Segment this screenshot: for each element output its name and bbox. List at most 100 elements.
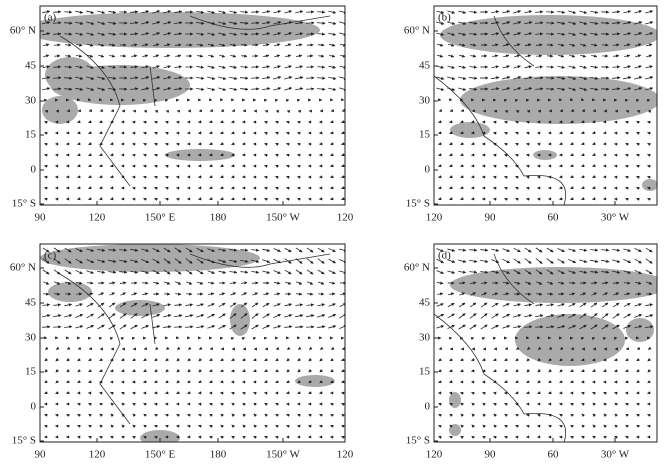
wind-vector bbox=[647, 380, 651, 384]
wind-vector bbox=[55, 413, 59, 417]
wind-vector bbox=[273, 87, 282, 91]
wind-vector bbox=[185, 303, 194, 307]
wind-vector bbox=[493, 120, 497, 124]
wind-vector bbox=[176, 120, 180, 124]
wind-vector bbox=[218, 76, 227, 80]
wind-vector bbox=[152, 258, 160, 264]
wind-vector bbox=[471, 391, 475, 395]
wind-vector bbox=[163, 32, 172, 36]
wind-vector bbox=[568, 259, 577, 264]
wind-vector bbox=[308, 380, 312, 384]
wind-vector bbox=[132, 413, 136, 417]
wind-vector bbox=[130, 259, 139, 263]
wind-vector bbox=[218, 302, 226, 308]
wind-vector bbox=[339, 270, 345, 274]
wind-vector bbox=[97, 32, 106, 36]
wind-vector bbox=[152, 303, 160, 307]
wind-vector bbox=[220, 175, 224, 179]
wind-vector bbox=[557, 65, 566, 69]
wind-vector bbox=[75, 87, 84, 91]
wind-vector bbox=[612, 248, 621, 252]
wind-vector bbox=[436, 32, 445, 36]
wind-vector bbox=[275, 131, 279, 135]
wind-vector bbox=[546, 87, 555, 91]
wind-vector bbox=[198, 197, 202, 201]
wind-vector bbox=[165, 120, 169, 124]
wind-vector bbox=[275, 186, 279, 190]
wind-vector bbox=[493, 413, 497, 417]
significance-shade bbox=[626, 318, 654, 342]
wind-vector bbox=[319, 358, 323, 362]
wind-vector bbox=[579, 324, 587, 330]
wind-vector bbox=[108, 302, 116, 308]
wind-vector bbox=[143, 131, 147, 135]
wind-vector bbox=[99, 164, 103, 168]
wind-vector bbox=[436, 43, 444, 47]
wind-vector bbox=[52, 21, 62, 25]
wind-vector bbox=[601, 302, 609, 308]
wind-vector bbox=[341, 108, 345, 112]
wind-vector bbox=[262, 259, 271, 263]
wind-vector bbox=[612, 324, 620, 330]
wind-vector bbox=[97, 302, 105, 308]
wind-vector bbox=[438, 197, 442, 201]
wind-vector bbox=[537, 391, 541, 395]
wind-vector bbox=[110, 175, 114, 179]
wind-vector bbox=[471, 413, 475, 417]
wind-vector bbox=[53, 87, 62, 91]
wind-vector bbox=[152, 76, 161, 80]
wind-vector bbox=[88, 108, 93, 112]
wind-vector bbox=[130, 43, 138, 47]
wind-vector bbox=[491, 302, 499, 308]
wind-vector bbox=[152, 325, 161, 329]
wind-vector bbox=[570, 403, 574, 406]
wind-vector bbox=[580, 54, 587, 58]
wind-vector bbox=[548, 424, 552, 428]
wind-vector bbox=[535, 32, 544, 36]
wind-vector bbox=[634, 65, 642, 69]
wind-vector bbox=[240, 87, 249, 91]
wind-vector bbox=[44, 120, 48, 124]
wind-vector bbox=[275, 153, 279, 157]
coastline bbox=[59, 253, 331, 425]
wind-vector bbox=[647, 142, 651, 146]
wind-vector bbox=[198, 413, 202, 417]
wind-vector bbox=[524, 258, 532, 264]
wind-vector bbox=[229, 87, 238, 91]
wind-vector bbox=[297, 197, 301, 201]
wind-vector bbox=[536, 281, 543, 285]
wind-vector bbox=[42, 10, 51, 14]
wind-vector bbox=[568, 65, 576, 69]
x-tick-label: 120 bbox=[89, 449, 106, 461]
wind-vector bbox=[198, 391, 202, 395]
wind-vector bbox=[570, 175, 574, 179]
wind-vector bbox=[471, 358, 475, 362]
wind-vector bbox=[77, 358, 81, 362]
wind-vector bbox=[176, 369, 180, 373]
wind-vector bbox=[590, 248, 599, 252]
wind-vector bbox=[196, 258, 204, 264]
wind-vector bbox=[504, 175, 508, 179]
wind-vector bbox=[152, 32, 161, 36]
wind-vector bbox=[438, 164, 442, 168]
wind-vector bbox=[460, 435, 464, 439]
wind-vector bbox=[165, 142, 169, 146]
wind-vector bbox=[504, 402, 508, 406]
wind-vector bbox=[187, 369, 191, 373]
wind-vector bbox=[275, 142, 279, 146]
wind-vector bbox=[284, 281, 292, 285]
y-tick-label: 0 bbox=[425, 164, 431, 176]
wind-vector bbox=[297, 131, 301, 135]
wind-vector bbox=[306, 314, 315, 318]
wind-vector bbox=[220, 369, 224, 373]
wind-vector bbox=[503, 54, 510, 58]
wind-vector bbox=[165, 413, 169, 417]
wind-vector bbox=[209, 142, 213, 146]
wind-vector bbox=[154, 186, 158, 190]
wind-vector bbox=[86, 325, 95, 329]
wind-vector bbox=[86, 313, 94, 319]
wind-vector bbox=[647, 369, 651, 373]
wind-vector bbox=[612, 270, 621, 274]
wind-vector bbox=[535, 76, 544, 80]
